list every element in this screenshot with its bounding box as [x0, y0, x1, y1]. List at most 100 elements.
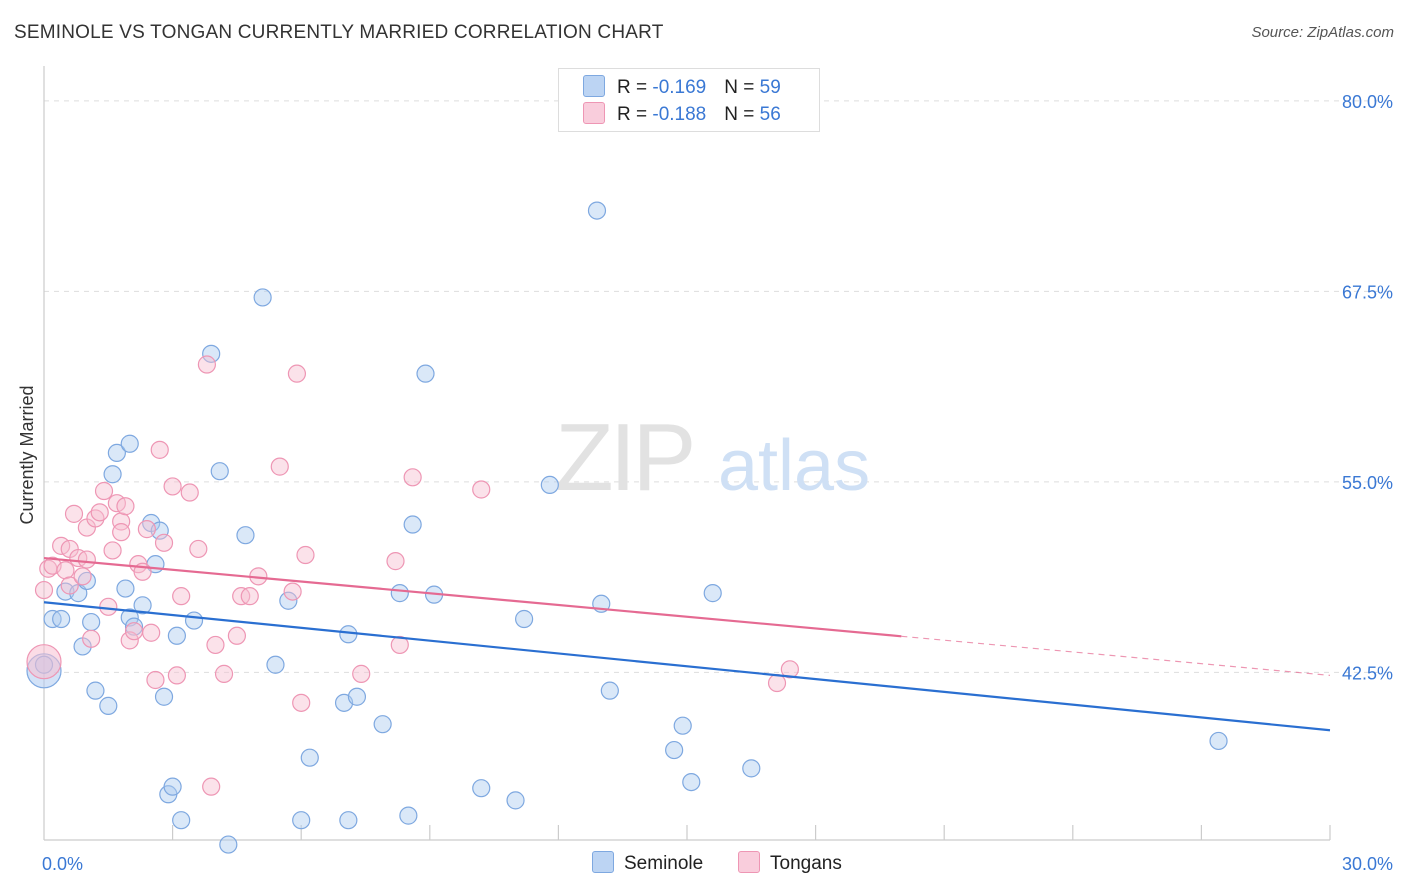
tongan-point — [403, 468, 422, 487]
seminole-point — [124, 617, 144, 636]
tongan-point — [352, 664, 371, 683]
seminole-point — [416, 364, 435, 383]
seminole-point — [399, 806, 418, 825]
seminole-point — [103, 465, 122, 484]
tongan-point-large — [26, 644, 62, 680]
seminole-point — [202, 344, 221, 363]
seminole-point — [506, 791, 525, 810]
series-legend: Seminole Tongans — [0, 851, 1406, 881]
watermark: ZIP atlas — [555, 404, 870, 511]
seminole-point — [163, 777, 182, 796]
tongan-point — [154, 533, 174, 552]
legend-swatch-tongan — [583, 102, 605, 124]
seminole-point — [703, 584, 722, 603]
legend-row-seminole: R = -0.169 N = 59 — [583, 75, 781, 101]
tongan-point — [103, 541, 122, 560]
seminole-point — [587, 201, 607, 220]
tongan-point — [189, 539, 208, 559]
tongan-point — [296, 545, 315, 565]
x-tick-label: 0.0% — [42, 854, 83, 874]
legend-swatch-seminole — [592, 851, 614, 873]
seminole-point — [742, 759, 761, 778]
legend-swatch-tongan — [738, 851, 760, 873]
seminole-point — [133, 596, 152, 615]
seminole-point — [673, 716, 692, 735]
seminole-point — [172, 811, 191, 830]
seminole-point — [99, 696, 118, 715]
x-tick-label: 30.0% — [1342, 854, 1393, 874]
legend-n-label: N = — [724, 77, 760, 98]
tongan-point — [77, 550, 96, 569]
tongan-point — [767, 673, 787, 693]
tongan-point — [137, 520, 156, 539]
legend-n-value: 56 — [759, 104, 781, 125]
legend-item-tongan[interactable]: Tongans — [738, 851, 842, 875]
seminole-point — [82, 612, 101, 632]
tongan-point — [99, 597, 118, 616]
watermark-atlas: atlas — [718, 426, 870, 506]
seminole-point — [279, 591, 298, 610]
tongan-point — [73, 567, 92, 586]
tongan-point — [112, 523, 131, 542]
legend-n-label: N = — [724, 104, 760, 125]
tongan-point — [202, 777, 221, 796]
seminole-trend-line — [43, 601, 1331, 732]
legend-n-value: 59 — [759, 77, 781, 98]
seminole-point — [347, 687, 367, 706]
correlation-legend: R = -0.169 N = 59 R = -0.188 N = 56 — [558, 68, 820, 132]
legend-item-seminole[interactable]: Seminole — [592, 851, 703, 875]
tongan-point — [390, 635, 409, 655]
tongan-point — [150, 440, 169, 459]
tongan-point — [197, 355, 216, 374]
tongan-point — [167, 666, 186, 685]
tongan-point — [120, 631, 139, 650]
seminole-point — [339, 811, 358, 830]
seminole-point — [339, 625, 358, 644]
tongan-point — [124, 622, 144, 641]
series-seminole — [26, 201, 1228, 854]
seminole-point — [184, 611, 204, 630]
trend-layer — [43, 556, 1331, 732]
seminole-point — [472, 779, 491, 798]
seminole-point — [665, 740, 684, 760]
tongan-point — [206, 635, 225, 655]
y-tick-label: 42.5% — [1342, 663, 1393, 683]
seminole-point — [120, 608, 139, 627]
tongan-point — [116, 497, 135, 516]
tongan-point — [472, 480, 491, 499]
seminole-point — [52, 609, 71, 629]
label-layer: 42.5% 55.0% 67.5% 80.0% 0.0% 30.0% Currently M… — [17, 92, 1393, 874]
seminole-point — [300, 748, 319, 767]
seminole-point — [210, 462, 229, 481]
tongan-point — [56, 561, 75, 580]
tongan-trend-extension — [901, 635, 1331, 677]
tongan-point — [270, 457, 289, 476]
tongan-point — [64, 504, 84, 523]
seminole-point — [292, 811, 311, 830]
seminole-point — [540, 475, 559, 495]
seminole-point — [107, 443, 126, 463]
tongan-point — [60, 576, 79, 595]
legend-row-tongan: R = -0.188 N = 56 — [583, 102, 781, 128]
legend-label-seminole: Seminole — [624, 853, 704, 874]
y-tick-label: 67.5% — [1342, 282, 1393, 302]
seminole-point — [86, 681, 105, 700]
tongan-point — [82, 629, 101, 648]
tongan-point — [214, 664, 234, 683]
chart-source: Source: ZipAtlas.com — [1251, 24, 1394, 41]
seminole-point — [253, 288, 272, 307]
tongan-point — [240, 587, 259, 606]
seminole-point — [515, 609, 534, 629]
tongan-point — [283, 582, 302, 601]
tongan-point — [180, 483, 199, 502]
tongan-point — [386, 552, 405, 571]
legend-r-value: -0.169 — [652, 77, 707, 98]
legend-r-label: R = — [617, 77, 653, 98]
legend-swatch-seminole — [583, 75, 605, 97]
tongan-point — [34, 580, 54, 600]
tongan-point — [163, 477, 182, 496]
seminole-point — [116, 579, 135, 598]
tongan-point — [227, 626, 246, 645]
tongan-point — [780, 660, 799, 679]
